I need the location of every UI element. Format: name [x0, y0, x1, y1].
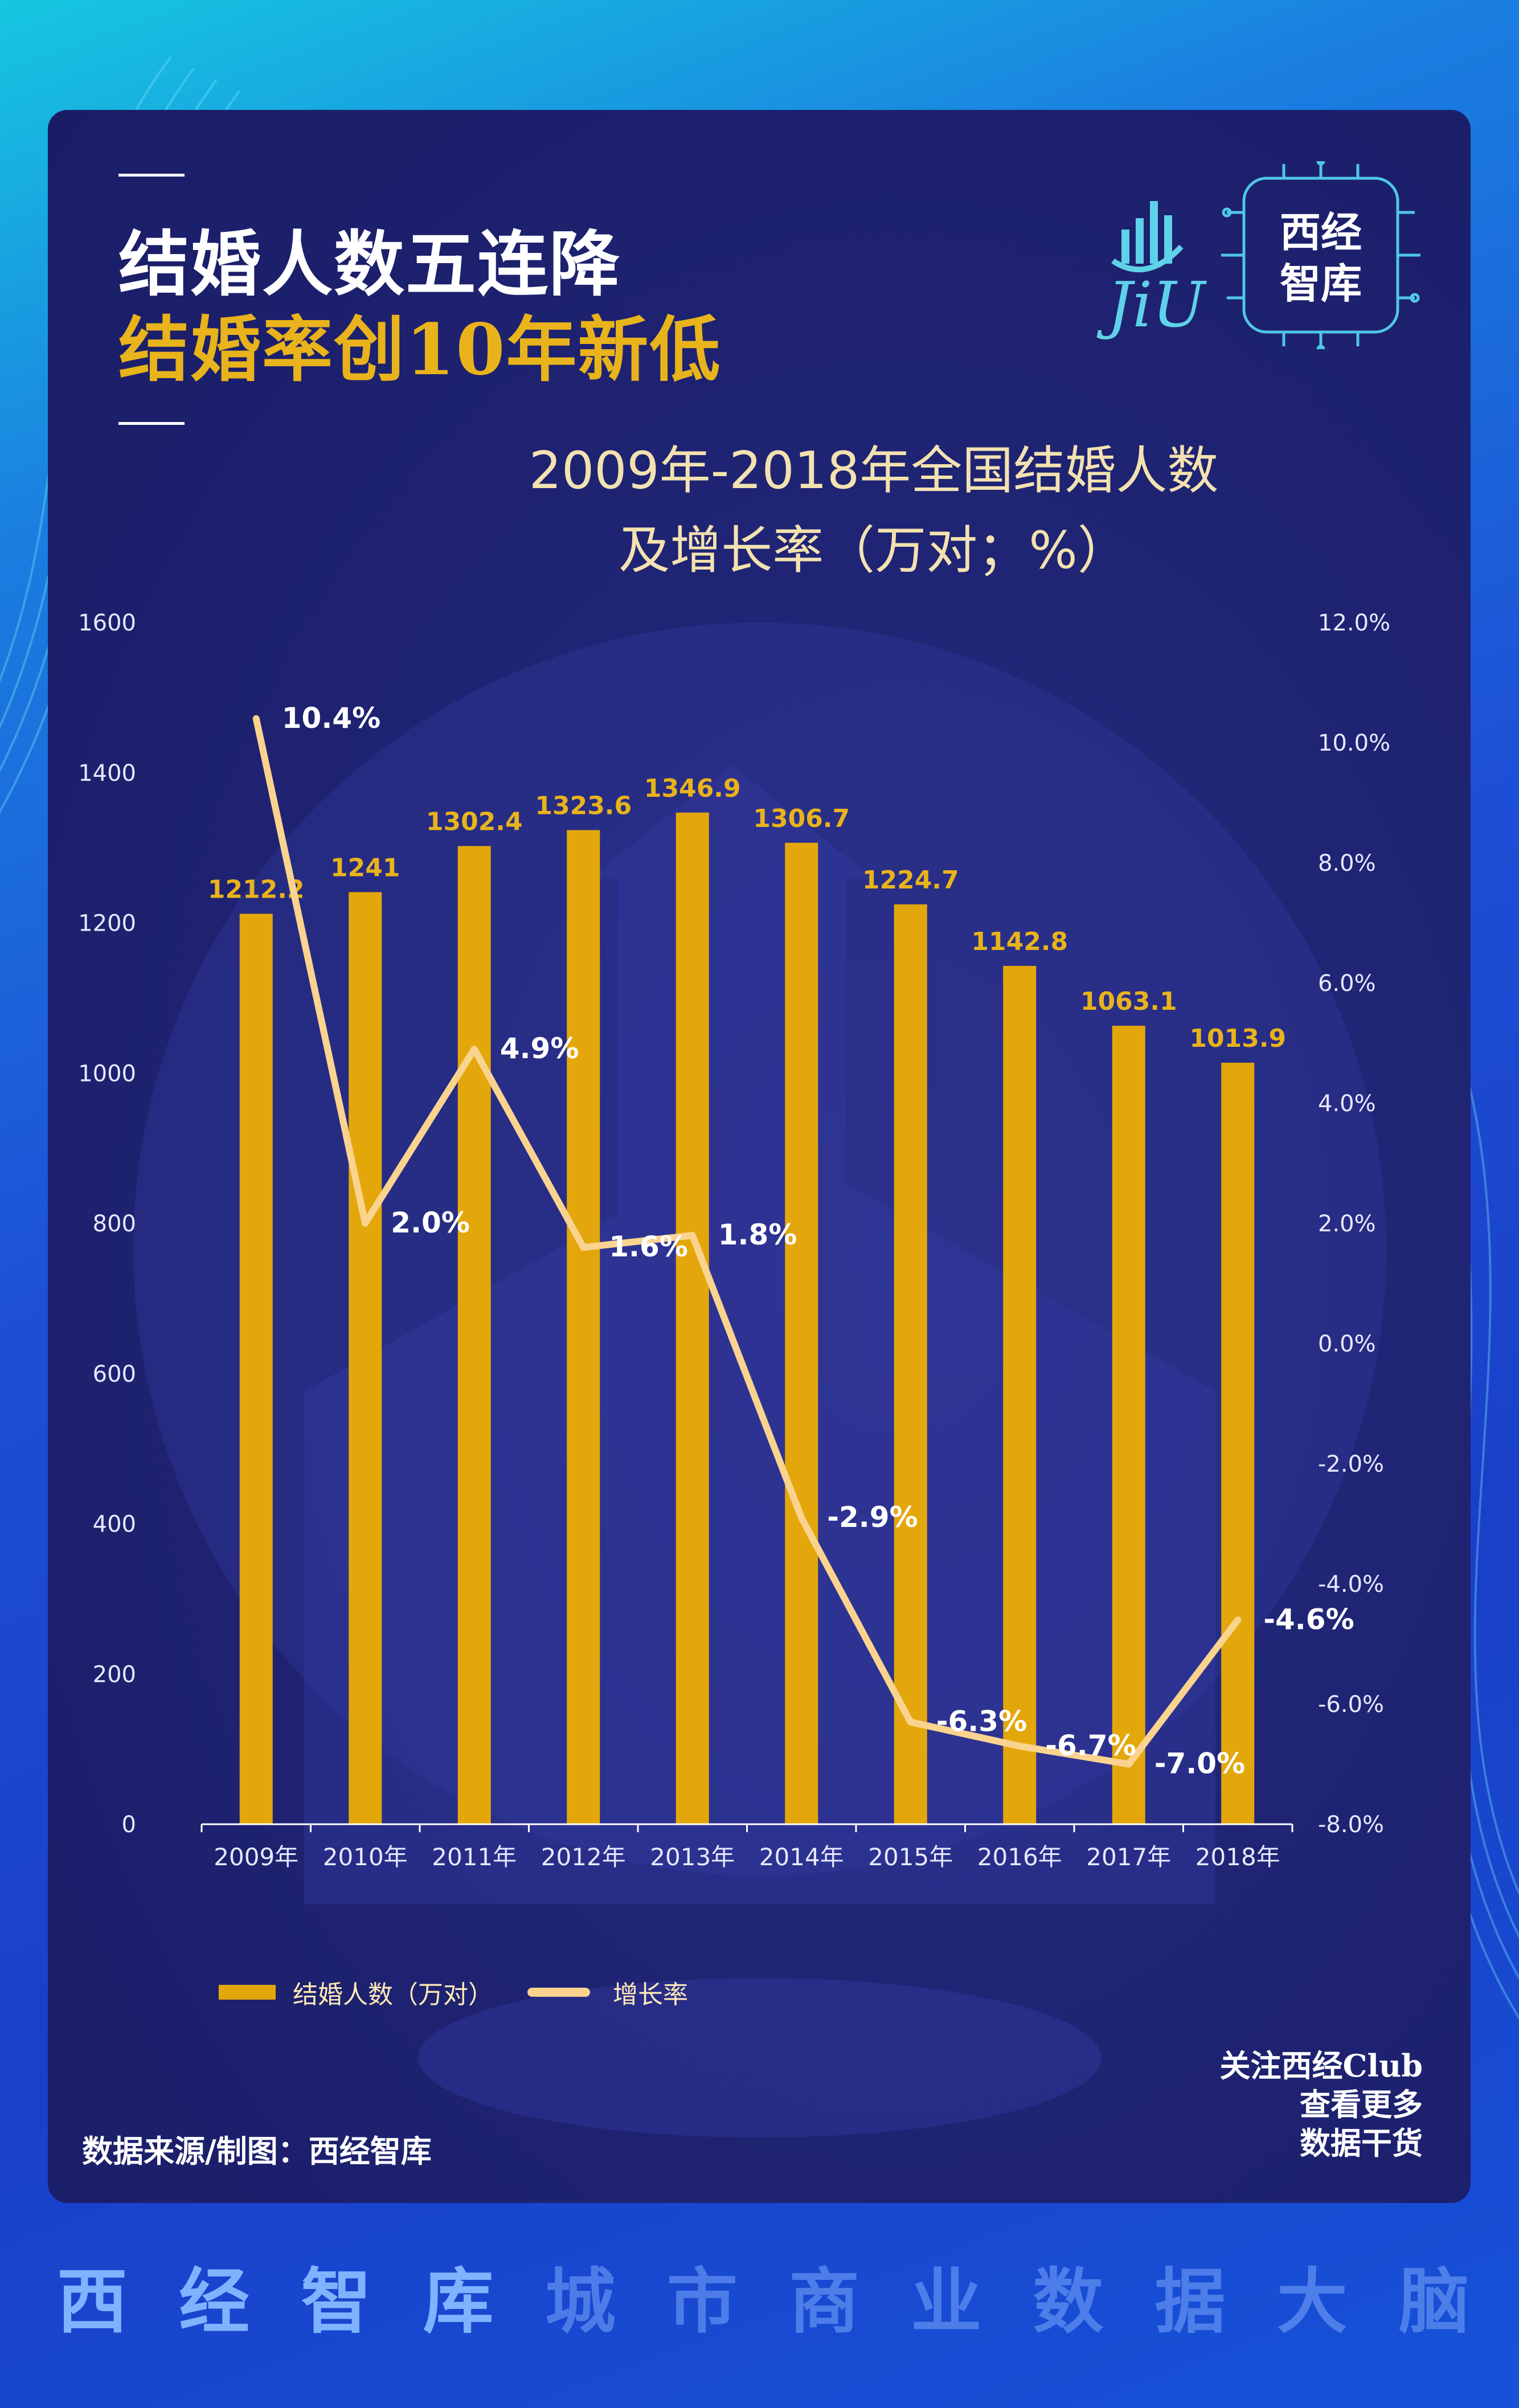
bar [1221, 1062, 1255, 1824]
bar-value-label: 1063.1 [1080, 987, 1177, 1016]
bar-value-label: 1241 [330, 853, 400, 882]
bar-value-label: 1142.8 [971, 927, 1068, 956]
chart-title-line1: 2009年-2018年全国结婚人数 [529, 441, 1219, 501]
left-axis-tick-label: 0 [122, 1812, 136, 1838]
bar [785, 842, 818, 1824]
left-axis-tick-label: 1600 [78, 610, 136, 636]
growth-rate-line [252, 715, 1242, 1768]
bar-value-label: 1013.9 [1189, 1024, 1286, 1053]
chart-legend: 结婚人数（万对） 增长率 [219, 1972, 688, 2012]
x-axis-tick-label: 2013年 [650, 1843, 735, 1871]
right-axis-tick-label: 6.0% [1318, 970, 1376, 997]
footer-slogan: 西 经 智 库 城 市 商 业 数 据 大 脑 [57, 2244, 1469, 2346]
left-axis-tick-label: 200 [93, 1661, 136, 1688]
slogan-char: 库 [423, 2260, 494, 2343]
legend-bar-swatch [219, 1985, 276, 2000]
chart-title-line2: 及增长率（万对；%） [619, 521, 1129, 580]
bar [567, 830, 600, 1824]
bar-chart-icon [1111, 201, 1184, 273]
left-axis-tick-label: 400 [93, 1512, 136, 1538]
growth-rate-label: -7.0% [1154, 1747, 1245, 1780]
x-axis-tick-label: 2016年 [977, 1843, 1062, 1871]
left-axis-tick-label: 1200 [78, 911, 136, 937]
right-axis-tick-label: 10.0% [1318, 730, 1390, 756]
slogan-char: 大 [1276, 2260, 1348, 2343]
legend-line-label: 增长率 [613, 1980, 688, 2009]
growth-rate-label: -6.7% [1045, 1729, 1136, 1762]
x-axis-tick-label: 2012年 [541, 1843, 626, 1871]
bar [1112, 1026, 1145, 1824]
x-axis-tick-label: 2015年 [868, 1843, 953, 1871]
growth-rate-label: -6.3% [936, 1705, 1027, 1738]
x-axis-tick-label: 2014年 [759, 1843, 844, 1871]
slogan-char: 商 [789, 2260, 860, 2343]
x-axis-tick-label: 2010年 [323, 1843, 408, 1871]
right-axis-tick-label: 4.0% [1318, 1091, 1376, 1117]
slogan-char: 市 [666, 2260, 738, 2343]
bar-value-label: 1346.9 [644, 774, 741, 803]
growth-rate-label: -2.9% [827, 1501, 918, 1534]
marriage-chart: 0 200 400 600 800 1000 1200 1400 1600 -8.0% -6.0% -… [78, 610, 1390, 1871]
right-axis-tick-label: -8.0% [1318, 1812, 1384, 1838]
x-axis-tick-label: 2009年 [214, 1843, 298, 1871]
bar-value-label: 1323.6 [535, 792, 632, 821]
x-axis-tick-label: 2018年 [1195, 1843, 1280, 1871]
seal-text-top: 西经 [1280, 208, 1362, 256]
slogan-char: 城 [544, 2260, 616, 2343]
right-axis-tick-label: 12.0% [1318, 610, 1390, 636]
bar-value-label: 1224.7 [862, 866, 959, 895]
growth-rate-label: -4.6% [1263, 1603, 1354, 1636]
bar [675, 812, 709, 1824]
jiu-logo-text: JiU [1096, 268, 1207, 341]
right-axis-tick-label: 8.0% [1318, 850, 1376, 877]
bar-value-label: 1306.7 [753, 804, 850, 833]
follow-line-2: 查看更多 [1300, 2086, 1423, 2123]
seal-text-bottom: 智库 [1280, 259, 1362, 308]
slogan-char: 西 [57, 2260, 128, 2343]
slogan-char: 数 [1033, 2260, 1104, 2343]
bar-value-label: 1302.4 [426, 807, 523, 836]
right-axis-tick-label: -2.0% [1318, 1451, 1384, 1477]
follow-note: 关注西经Club 查看更多 数据干货 [1219, 2046, 1423, 2163]
slogan-char: 经 [179, 2260, 250, 2343]
growth-rate-label: 1.6% [609, 1230, 688, 1263]
growth-rate-label: 4.9% [500, 1032, 579, 1065]
title-rule-top [118, 174, 185, 177]
left-axis-tick-label: 1400 [78, 760, 136, 787]
x-axis-tick-label: 2017年 [1086, 1843, 1171, 1871]
growth-rate-label: 2.0% [391, 1206, 470, 1239]
left-axis-tick-label: 1000 [78, 1060, 136, 1087]
right-axis-tick-label: -6.0% [1318, 1692, 1384, 1718]
legend-bar-label: 结婚人数（万对） [293, 1980, 493, 2009]
growth-rate-label: 1.8% [718, 1218, 797, 1251]
bar [239, 914, 273, 1824]
circuit-seal-icon [1221, 161, 1420, 349]
subheadline: 结婚率创10年新低 [118, 309, 722, 391]
slogan-char: 业 [911, 2260, 982, 2343]
right-axis-tick-label: 2.0% [1318, 1211, 1376, 1237]
right-axis-tick-label: 0.0% [1318, 1331, 1376, 1357]
left-axis-tick-label: 800 [93, 1211, 136, 1237]
slogan-char: 智 [301, 2260, 372, 2343]
title-rule-bottom [118, 422, 185, 425]
bar [457, 846, 491, 1824]
follow-line-1: 关注西经Club [1219, 2047, 1423, 2084]
infographic-panel: 结婚人数五连降 结婚率创10年新低 JiU 西经 智库 2009年-2018年全… [48, 110, 1471, 2203]
slogan-char: 据 [1154, 2260, 1226, 2343]
brand-logo: JiU 西经 智库 [1096, 161, 1420, 349]
growth-rate-label: 10.4% [282, 702, 380, 735]
bar [1003, 965, 1037, 1824]
headline: 结婚人数五连降 [118, 223, 621, 306]
slogan-char: 脑 [1398, 2260, 1469, 2343]
left-axis-tick-label: 600 [93, 1361, 136, 1387]
bar [349, 892, 382, 1824]
follow-line-3: 数据干货 [1300, 2125, 1423, 2161]
data-source-note: 数据来源/制图：西经智库 [82, 2133, 432, 2169]
right-axis-tick-label: -4.0% [1318, 1571, 1384, 1598]
legend-line-swatch [527, 1988, 590, 1997]
x-axis-tick-label: 2011年 [432, 1843, 517, 1871]
bar [894, 904, 927, 1824]
